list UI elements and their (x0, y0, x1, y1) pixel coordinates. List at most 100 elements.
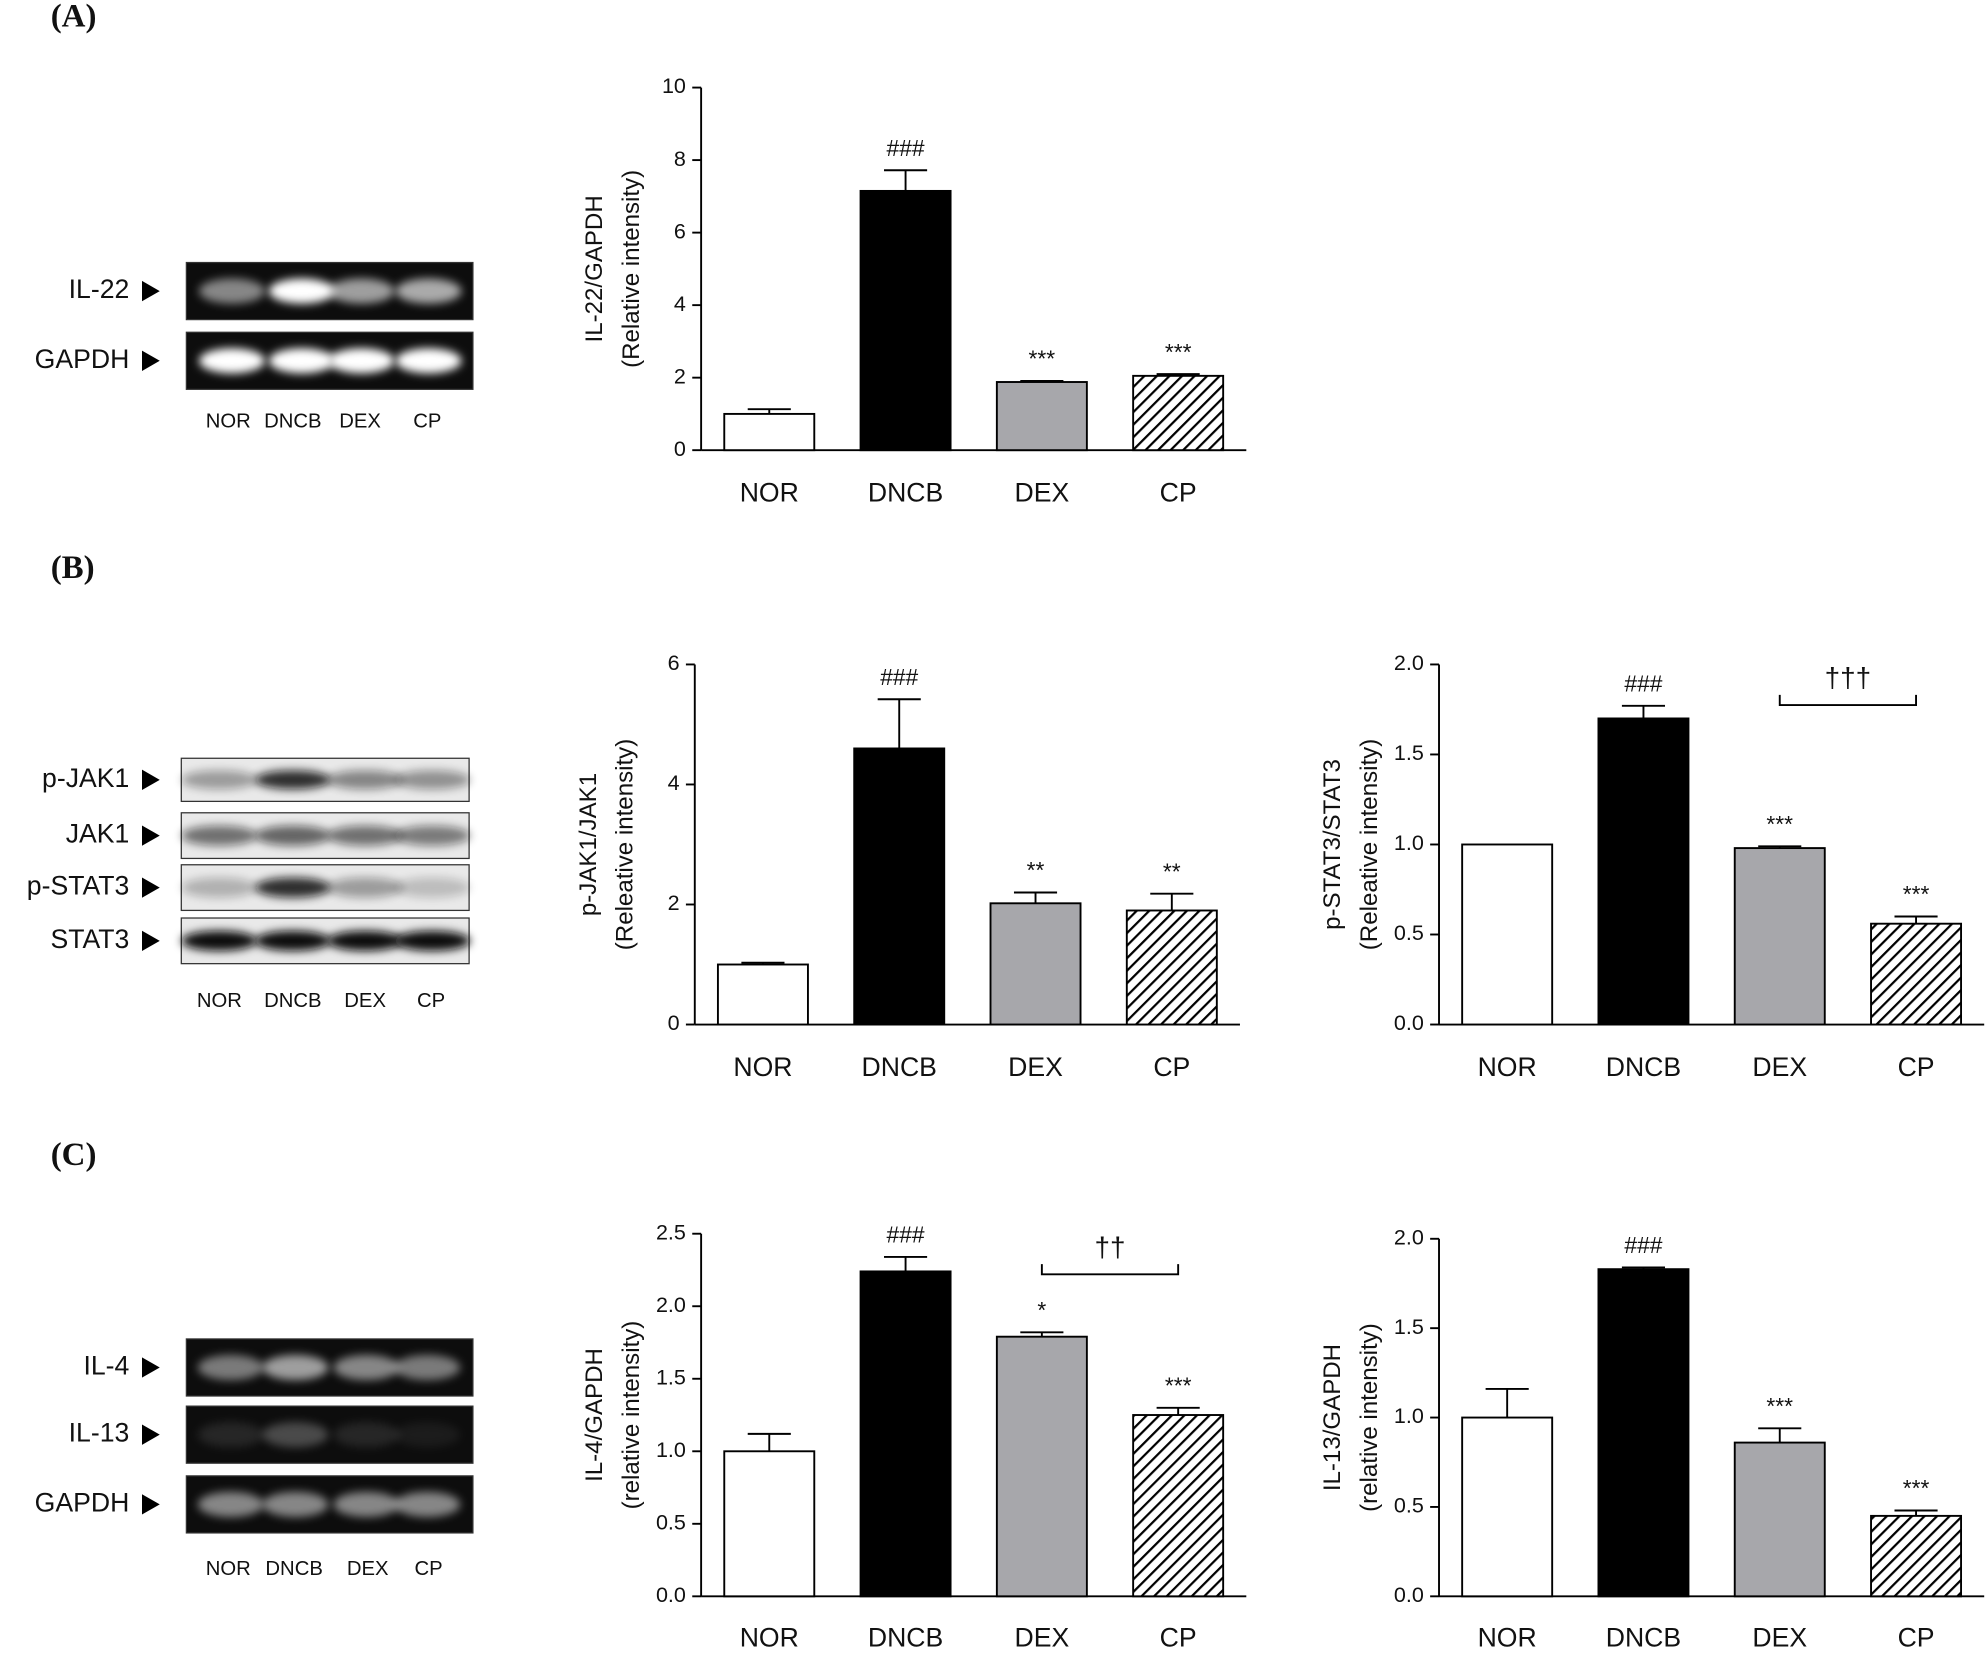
row-arrow (142, 825, 160, 846)
row-arrow (142, 1357, 160, 1378)
significance-label: ** (1027, 857, 1045, 883)
bracket (1778, 694, 1917, 706)
significance-label: ### (887, 135, 925, 161)
blot-band (333, 1422, 400, 1448)
y-tick-label: 1.5 (1394, 740, 1424, 765)
row-arrow (142, 280, 160, 302)
significance-label: ### (880, 664, 918, 690)
row-label: IL-13 (69, 1418, 130, 1448)
lane-label: DEX (347, 1558, 389, 1580)
x-tick-label: CP (1898, 1052, 1935, 1082)
bar (723, 1450, 816, 1598)
y-tick-label: 6 (668, 650, 680, 675)
bar (989, 902, 1082, 1026)
row-label: p-STAT3 (27, 871, 130, 901)
panel-label: (C) (51, 1137, 97, 1173)
bar (1132, 1414, 1225, 1598)
bar (716, 963, 809, 1026)
lane-label: DEX (339, 411, 381, 433)
y-axis-label: IL-22/GAPDH (581, 195, 608, 342)
bar (1597, 1268, 1690, 1598)
y-tick-label: 10 (662, 73, 686, 98)
lane-label: NOR (206, 411, 251, 433)
x-tick-label: DEX (1008, 1052, 1063, 1082)
y-tick-label: 2 (668, 890, 680, 915)
blot-band (262, 1491, 329, 1517)
y-tick-label: 0 (674, 436, 686, 461)
blot-band (268, 278, 335, 304)
blot-band (254, 877, 331, 898)
blot-band (327, 825, 404, 846)
bar (1870, 1514, 1963, 1598)
bracket-label: ††† (1825, 662, 1872, 693)
blot-band (262, 1422, 329, 1448)
y-tick-label: 6 (674, 218, 686, 243)
blot-band (254, 770, 331, 790)
bar (1132, 374, 1225, 452)
panel-label: (B) (51, 550, 95, 586)
blot-band (394, 1354, 461, 1381)
x-tick-label: DNCB (1606, 1622, 1681, 1652)
blot-band (197, 1422, 264, 1448)
blot-band (328, 278, 395, 304)
y-tick-label: 1.0 (1394, 830, 1424, 855)
y-tick-label: 2.0 (1394, 1224, 1424, 1249)
y-axis-label: (Releative intensity) (612, 739, 639, 950)
blot-band (254, 930, 331, 951)
bar (995, 1335, 1088, 1598)
y-tick-label: 1.5 (656, 1364, 686, 1389)
row-label: p-JAK1 (42, 763, 129, 793)
blot-band (197, 1491, 264, 1517)
lane-label: DEX (344, 990, 386, 1012)
y-axis-label: IL-4/GAPDH (581, 1348, 608, 1482)
row-arrow (142, 877, 160, 898)
blot-band (262, 1354, 329, 1381)
x-tick-label: DNCB (862, 1052, 937, 1082)
x-tick-label: CP (1160, 478, 1197, 508)
row-label: STAT3 (50, 924, 129, 954)
blot-band (333, 1354, 400, 1381)
y-tick-label: 0.0 (1394, 1010, 1424, 1035)
blot-band (394, 825, 471, 846)
significance-label: ### (1624, 671, 1662, 697)
bar (1597, 717, 1690, 1026)
blot-band (181, 930, 258, 951)
y-tick-label: 4 (668, 770, 680, 795)
significance-label: ### (887, 1222, 925, 1248)
row-label: JAK1 (66, 819, 130, 849)
blot-band (328, 348, 395, 374)
blot-band (268, 348, 335, 374)
bar (723, 412, 816, 452)
blot-band (197, 1354, 264, 1381)
blot-band (394, 1422, 461, 1448)
y-tick-label: 0 (668, 1010, 680, 1035)
y-axis-label: (relative intensity) (1356, 1323, 1383, 1512)
row-label: GAPDH (35, 344, 130, 374)
lane-label: CP (414, 1558, 442, 1580)
blot-band (327, 770, 404, 790)
lane-label: CP (413, 411, 441, 433)
bar (1733, 1441, 1826, 1598)
y-axis-label: p-STAT3/STAT3 (1319, 759, 1346, 930)
y-tick-label: 2.5 (656, 1219, 686, 1244)
x-tick-label: NOR (1478, 1052, 1537, 1082)
lane-label: CP (417, 990, 445, 1012)
x-tick-label: DEX (1752, 1052, 1807, 1082)
bracket-label: †† (1095, 1231, 1126, 1262)
row-label: IL-22 (69, 274, 130, 304)
lane-label: DNCB (264, 990, 321, 1012)
y-tick-label: 8 (674, 146, 686, 171)
x-tick-label: NOR (740, 478, 799, 508)
blot-band (327, 877, 404, 898)
x-tick-label: CP (1160, 1622, 1197, 1652)
significance-label: *** (1029, 346, 1056, 372)
bar (1461, 1416, 1554, 1598)
y-axis-label: p-JAK1/JAK1 (575, 773, 602, 916)
blot-band (327, 930, 404, 951)
blot-band (333, 1491, 400, 1517)
y-axis-label: IL-13/GAPDH (1319, 1344, 1346, 1491)
row-label: IL-4 (83, 1351, 129, 1381)
significance-label: * (1037, 1297, 1046, 1323)
y-tick-label: 0.5 (1394, 1493, 1424, 1518)
